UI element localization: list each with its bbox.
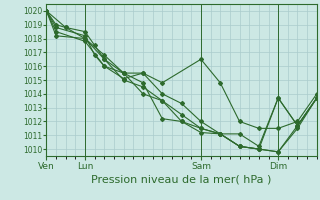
X-axis label: Pression niveau de la mer( hPa ): Pression niveau de la mer( hPa ) <box>92 175 272 185</box>
